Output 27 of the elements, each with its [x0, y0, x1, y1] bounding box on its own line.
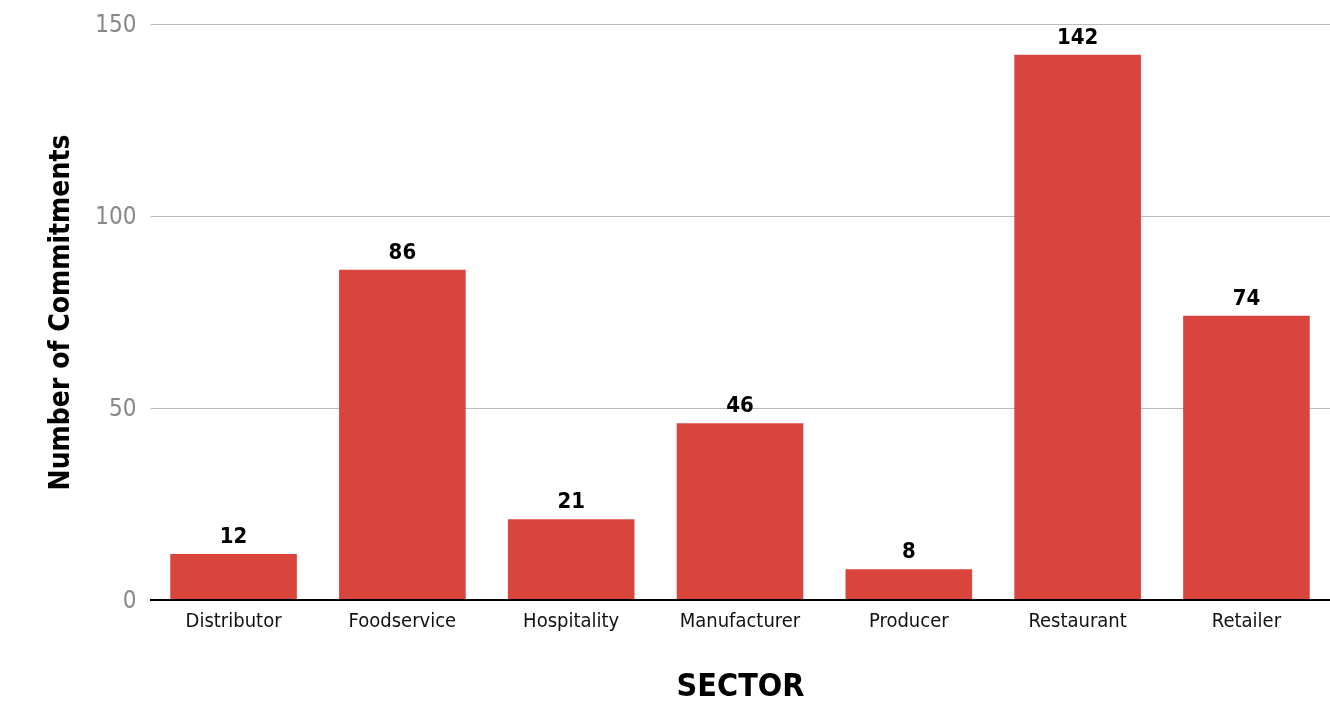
bar [170, 553, 297, 600]
y-tick-label: 150 [95, 9, 137, 38]
x-tick-label: Foodservice [348, 607, 457, 632]
x-tick-label: Producer [868, 607, 950, 632]
bar [1014, 54, 1141, 600]
bar [1183, 315, 1310, 600]
bar [339, 269, 466, 600]
y-tick-label: 50 [109, 393, 137, 422]
data-label: 12 [219, 522, 248, 548]
x-tick-label: Hospitality [523, 607, 620, 632]
data-label: 21 [557, 488, 585, 514]
data-label: 142 [1056, 23, 1099, 49]
x-tick-label: Restaurant [1028, 607, 1127, 632]
x-tick-label: Distributor [185, 607, 283, 632]
x-tick-label: Retailer [1211, 607, 1282, 632]
bar [845, 569, 973, 600]
bar [507, 519, 635, 600]
y-tick-label: 0 [122, 585, 137, 614]
x-axis-title: SECTOR [676, 665, 805, 704]
data-label: 46 [726, 392, 754, 418]
data-label: 8 [901, 538, 916, 564]
bar [676, 423, 804, 600]
y-tick-label: 100 [95, 201, 137, 230]
data-label: 74 [1232, 284, 1261, 310]
y-axis-title: Number of Commitments [43, 134, 77, 491]
x-tick-label: Manufacturer [679, 607, 801, 632]
data-label: 86 [388, 238, 417, 264]
